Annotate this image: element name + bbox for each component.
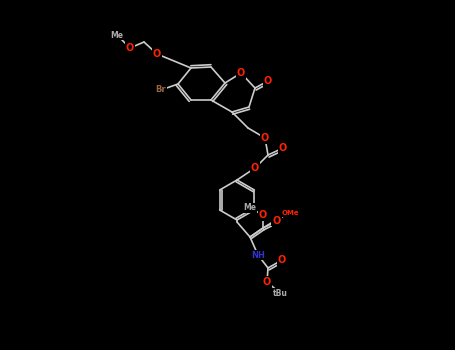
Text: O: O (251, 163, 259, 173)
Text: O: O (259, 210, 267, 220)
Text: O: O (278, 255, 286, 265)
Text: O: O (273, 216, 281, 226)
Text: OMe: OMe (281, 210, 299, 216)
Text: NH: NH (251, 251, 265, 259)
Text: O: O (153, 49, 161, 59)
Text: O: O (279, 143, 287, 153)
Text: Me: Me (111, 30, 123, 40)
Text: tBu: tBu (273, 288, 288, 298)
Text: Me: Me (243, 203, 257, 212)
Text: O: O (272, 215, 280, 225)
Text: Br: Br (156, 85, 167, 94)
Text: O: O (126, 43, 134, 53)
Text: O: O (237, 68, 245, 78)
Text: O: O (261, 133, 269, 143)
Text: O: O (263, 277, 271, 287)
Text: O: O (264, 76, 272, 86)
